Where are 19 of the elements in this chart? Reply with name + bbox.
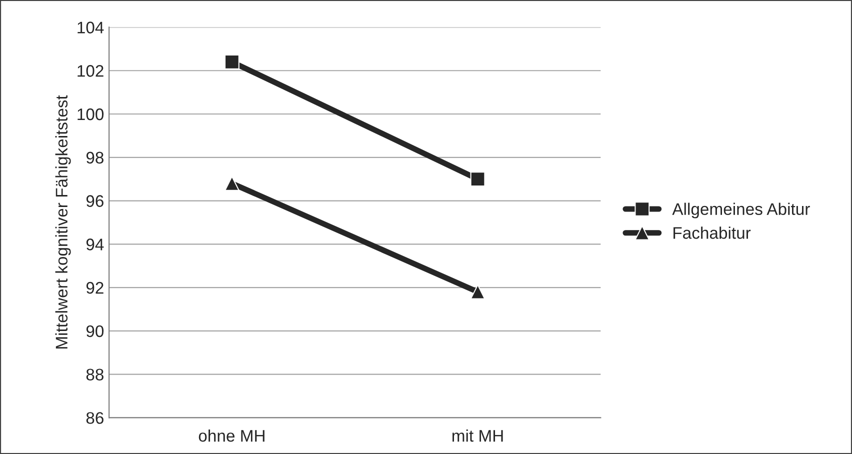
y-tick-label: 90 bbox=[86, 325, 104, 338]
x-tick-label: ohne MH bbox=[198, 429, 264, 442]
y-tick-label: 102 bbox=[78, 65, 104, 77]
y-tick-label: 88 bbox=[86, 368, 104, 380]
point bbox=[470, 284, 486, 300]
point bbox=[224, 176, 240, 191]
y-tick-label: 100 bbox=[78, 108, 104, 120]
y-axis-title: Mittelwert kognitiver Fähigkeitstest bbox=[55, 95, 71, 348]
y-tick-label: 94 bbox=[86, 238, 104, 250]
y-tick-label: 104 bbox=[78, 22, 104, 34]
y-tick-label: 92 bbox=[86, 282, 104, 294]
y-tick-label: 96 bbox=[86, 195, 104, 207]
y-tick-label: 98 bbox=[86, 152, 104, 164]
y-tick-label: 86 bbox=[86, 412, 104, 424]
point bbox=[470, 172, 486, 187]
point bbox=[224, 54, 240, 70]
legend-label: Fachabitur bbox=[674, 226, 751, 239]
x-tick-label: mit MH bbox=[452, 429, 503, 442]
legend-label: Allgemeines Abitur bbox=[672, 202, 810, 218]
